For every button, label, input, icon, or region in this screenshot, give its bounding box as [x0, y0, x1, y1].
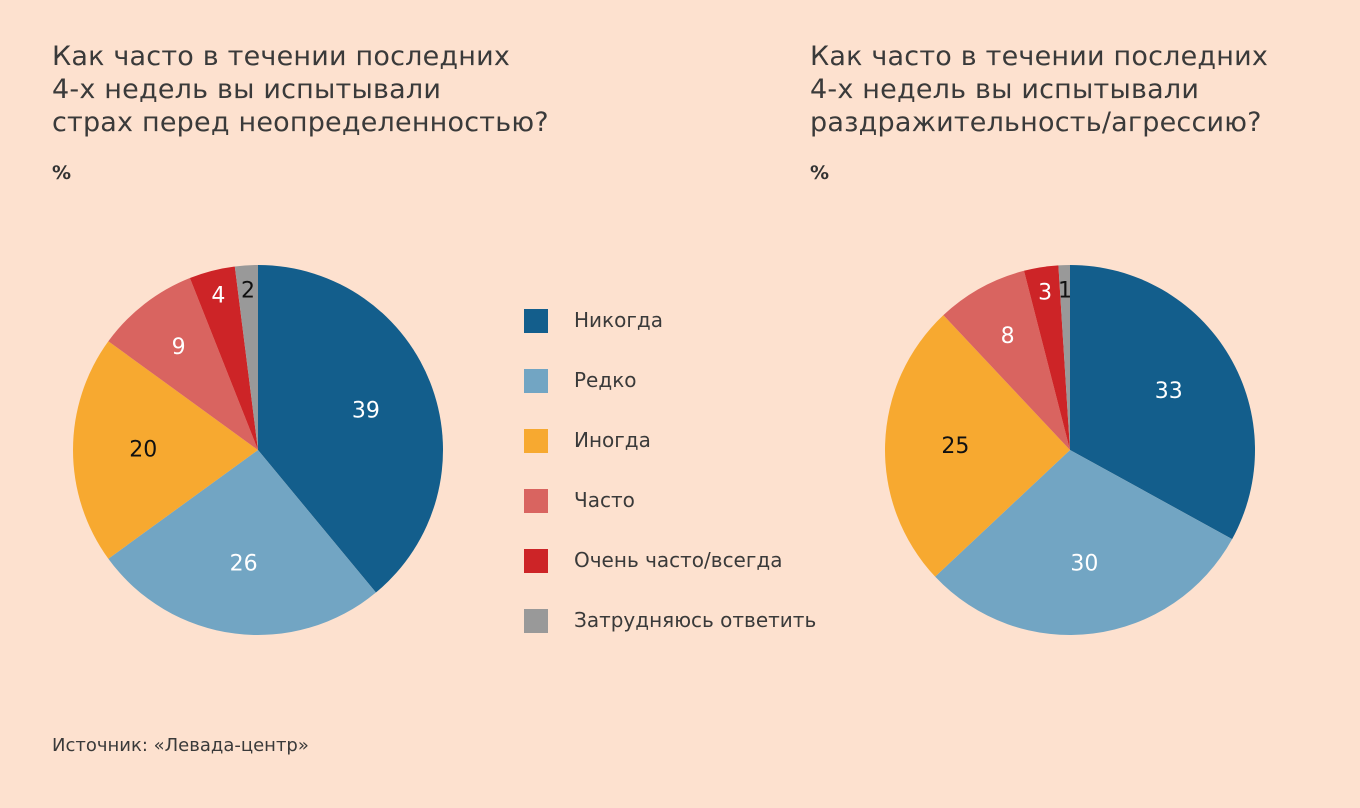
fear-data-label-never: 39 [352, 399, 380, 424]
irritability-data-label-very-often: 3 [1038, 280, 1052, 305]
legend-label: Иногда [574, 428, 651, 452]
legend-item-rarely: Редко [524, 365, 824, 425]
source-note: Источник: «Левада-центр» [52, 735, 309, 756]
fear-slice-never [258, 265, 443, 593]
irritability-data-label-rarely: 30 [1070, 551, 1098, 576]
fear-data-label-hard-to-say: 2 [241, 279, 255, 304]
fear-data-label-sometimes: 20 [129, 438, 157, 463]
fear-slice-rarely [108, 450, 376, 635]
legend: Никогда Редко Иногда Часто Очень часто/в… [524, 305, 824, 665]
unit-label-irritability: % [810, 162, 830, 184]
irritability-slice-very-often [1023, 265, 1070, 450]
fear-slice-often [108, 277, 259, 450]
irritability-data-label-sometimes: 25 [941, 434, 969, 459]
legend-swatch [524, 309, 548, 333]
legend-label: Затрудняюсь ответить [574, 608, 817, 632]
irritability-slice-sometimes [885, 315, 1070, 577]
legend-swatch [524, 429, 548, 453]
chart-title-fear: Как часто в течении последних 4-х недель… [52, 41, 549, 138]
fear-data-label-rarely: 26 [230, 551, 258, 576]
legend-swatch [524, 609, 548, 633]
legend-item-sometimes: Иногда [524, 425, 824, 485]
irritability-data-label-never: 33 [1155, 379, 1183, 404]
irritability-data-label-often: 8 [1001, 324, 1015, 349]
irritability-data-label-hard-to-say: 1 [1058, 278, 1072, 303]
legend-label: Часто [574, 488, 635, 512]
fear-slice-hard-to-say [234, 265, 258, 450]
legend-item-hard-to-say: Затрудняюсь ответить [524, 605, 824, 665]
legend-label: Очень часто/всегда [574, 548, 783, 572]
legend-swatch [524, 549, 548, 573]
unit-label-fear: % [52, 162, 72, 184]
irritability-slice-never [1070, 265, 1255, 540]
irritability-slice-rarely [935, 450, 1233, 635]
pie-chart-fear: 39 26 20 9 4 2 [73, 265, 443, 635]
fear-slice-sometimes [73, 341, 258, 559]
fear-slice-very-often [189, 266, 258, 450]
legend-swatch [524, 489, 548, 513]
fear-data-label-very-often: 4 [211, 283, 225, 308]
chart-title-irritability: Как часто в течении последних 4-х недель… [810, 41, 1269, 138]
legend-label: Никогда [574, 308, 663, 332]
pie-chart-irritability: 33 30 25 83 1 [885, 265, 1255, 635]
legend-swatch [524, 369, 548, 393]
legend-item-very-often: Очень часто/всегда [524, 545, 824, 605]
legend-label: Редко [574, 368, 637, 392]
legend-item-never: Никогда [524, 305, 824, 365]
irritability-slice-hard-to-say [1058, 265, 1070, 450]
irritability-slice-often [943, 270, 1070, 450]
legend-item-often: Часто [524, 485, 824, 545]
fear-data-label-often: 9 [172, 335, 186, 360]
